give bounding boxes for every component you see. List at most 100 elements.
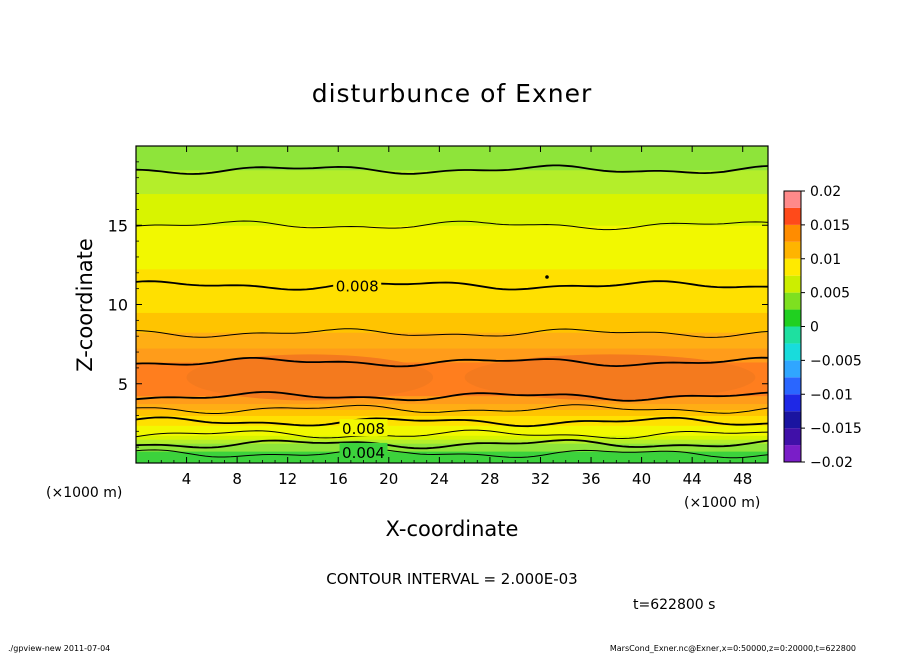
contour-line <box>136 416 768 428</box>
field-band <box>136 286 768 290</box>
colorbar-tick-label: 0.005 <box>810 286 850 302</box>
field-band <box>136 294 768 298</box>
field-band <box>136 442 768 446</box>
field-band <box>136 377 768 381</box>
field-band <box>136 290 768 294</box>
field-band <box>136 454 768 458</box>
field-band <box>136 216 768 220</box>
field-band <box>136 260 768 264</box>
x-tick-label: 24 <box>430 470 449 488</box>
field-band <box>136 317 768 321</box>
field-band <box>136 244 768 248</box>
field-band <box>136 212 768 216</box>
field-band <box>136 331 768 335</box>
field-band <box>136 228 768 232</box>
field-band <box>136 327 768 331</box>
colorbar-band <box>784 224 801 242</box>
contour-line <box>136 429 768 440</box>
field-band <box>136 349 768 353</box>
field-band <box>136 264 768 268</box>
field-band <box>136 373 768 377</box>
field-band <box>136 254 768 258</box>
field-band <box>136 337 768 341</box>
field-band <box>136 403 768 407</box>
contour-label: 0.004 <box>342 444 385 462</box>
field-band <box>136 313 768 317</box>
field-band <box>136 371 768 375</box>
field-band <box>136 399 768 403</box>
field-band <box>136 379 768 383</box>
field-band <box>136 434 768 438</box>
field-band <box>136 440 768 444</box>
x-tick-label: 48 <box>733 470 752 488</box>
field-band <box>136 432 768 436</box>
field-band <box>136 401 768 405</box>
field-band <box>136 195 768 199</box>
colorbar-band <box>784 394 801 412</box>
time-label: t=622800 s <box>633 597 715 613</box>
field-band <box>136 407 768 411</box>
field-band <box>136 276 768 280</box>
field-band <box>136 272 768 276</box>
field-band <box>136 204 768 208</box>
field-band <box>136 343 768 347</box>
field-band <box>136 246 768 250</box>
colorbar-band <box>784 241 801 259</box>
field-band <box>136 428 768 432</box>
field-band <box>136 159 768 163</box>
field-band <box>136 280 768 284</box>
field-band <box>136 220 768 224</box>
field-band <box>136 422 768 426</box>
y-tick-label: 10 <box>108 296 128 315</box>
field-band <box>136 155 768 159</box>
contour-line <box>136 220 768 231</box>
field-band <box>136 325 768 329</box>
field-band <box>136 367 768 371</box>
field-band <box>136 351 768 355</box>
y-tick-label: 15 <box>108 216 128 235</box>
field-band <box>136 305 768 309</box>
x-unit-right: (×1000 m) <box>684 495 760 511</box>
field-band <box>136 391 768 395</box>
field-band <box>136 177 768 181</box>
field-band <box>136 210 768 214</box>
field-band <box>136 187 768 191</box>
x-tick-label: 20 <box>379 470 398 488</box>
field-band <box>136 185 768 189</box>
field-band <box>136 153 768 157</box>
colorbar-band <box>784 258 801 276</box>
x-tick-label: 36 <box>581 470 600 488</box>
field-band <box>136 224 768 228</box>
field-band <box>136 397 768 401</box>
x-tick-label: 32 <box>531 470 550 488</box>
max-region <box>186 354 434 401</box>
y-tick-label: 5 <box>118 375 128 394</box>
field-band <box>136 238 768 242</box>
field-band <box>136 341 768 345</box>
field-band <box>136 347 768 351</box>
field-band <box>136 282 768 286</box>
field-band <box>136 163 768 167</box>
field-band <box>136 193 768 197</box>
field-band <box>136 258 768 262</box>
field-band <box>136 412 768 416</box>
x-unit-left: (×1000 m) <box>46 485 122 501</box>
field-band <box>136 284 768 288</box>
colorbar-band <box>784 428 801 446</box>
field-band <box>136 409 768 412</box>
field-band <box>136 197 768 200</box>
field-band <box>136 389 768 393</box>
field-band <box>136 361 768 365</box>
field-band <box>136 333 768 337</box>
max-region <box>464 354 756 401</box>
field-band <box>136 274 768 278</box>
footer-left: ./gpview-new 2011-07-04 <box>8 644 110 653</box>
field-band <box>136 157 768 161</box>
field-band <box>136 161 768 165</box>
field-band <box>136 248 768 252</box>
field-band <box>136 393 768 397</box>
field-band <box>136 200 768 204</box>
x-tick-label: 12 <box>278 470 297 488</box>
